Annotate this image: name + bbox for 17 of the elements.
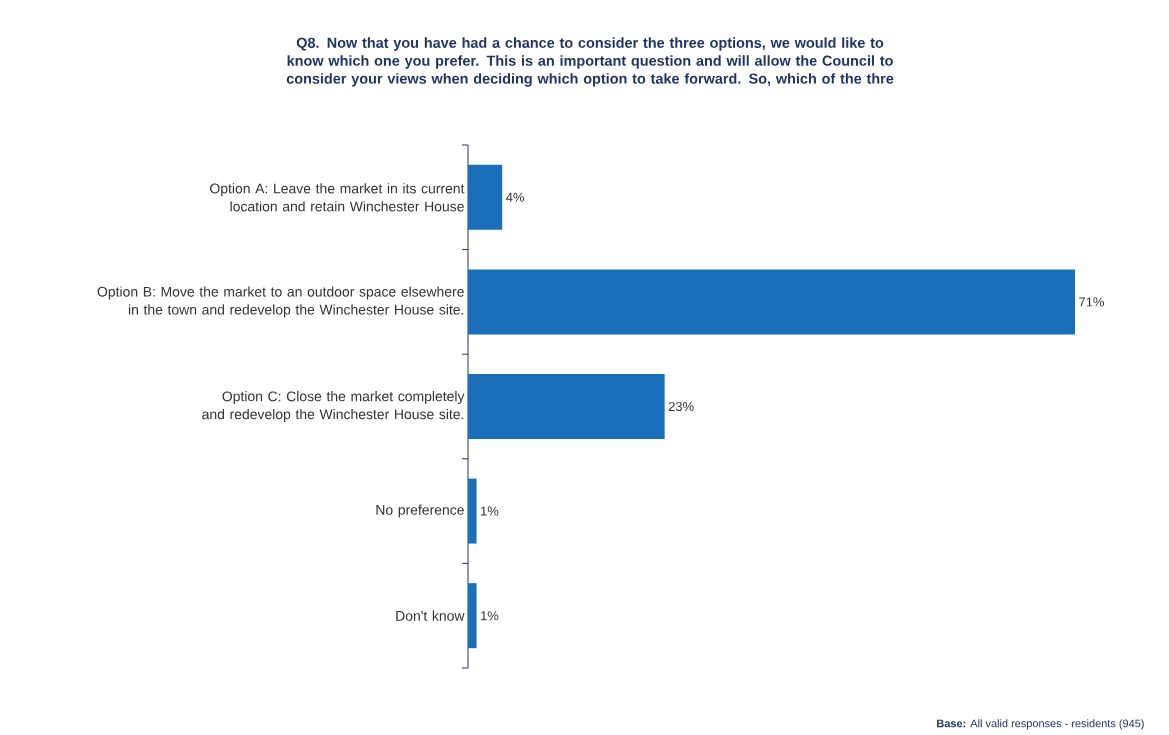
data-label: 1% (481, 506, 499, 516)
y-tick-label: No preference (376, 504, 464, 518)
bar (468, 164, 503, 230)
data-label: 4% (506, 192, 524, 202)
data-label: 1% (481, 611, 499, 621)
y-tick-label: Don't know (396, 610, 465, 621)
y-tick-label: Option A: Leave the market in its current location and retain Winchester House (210, 183, 465, 212)
bar (468, 269, 1076, 335)
y-tick-label: Option C: Close the market completely and redevelop the Winchester House site. (202, 391, 465, 422)
data-label: 71% (1079, 297, 1105, 307)
bar (468, 478, 477, 544)
chart-title: Q8. Now that you have had a chance to consider the three options, we would like to know which one you prefer. This is an important question and will allow the Council to consider your views when deciding which option to take forward. So, which of the thre (286, 37, 894, 87)
y-tick-label: Option B: Move the market to an outdoor space elsewhere in the town and redevelop the Winchester House site. (97, 286, 464, 318)
text: Base: All valid responses - residents (945) (937, 719, 1144, 730)
data-label: 23% (668, 401, 694, 412)
bar (468, 583, 477, 649)
bar (468, 373, 665, 439)
